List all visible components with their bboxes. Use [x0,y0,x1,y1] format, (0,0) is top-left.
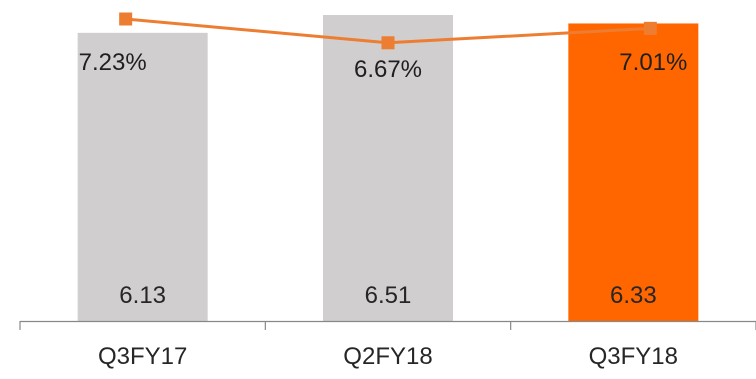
bar-q3fy18 [568,23,699,322]
line-value-label: 7.23% [79,49,147,76]
bar-value-label: 6.51 [365,282,412,309]
x-tick-label: Q3FY18 [589,343,678,370]
x-tick-label: Q2FY18 [343,343,432,370]
data-labels: 6.13 6.51 6.33 7.23% 6.67% 7.01% [79,49,688,309]
bar-q2fy18 [323,15,453,321]
line-value-label: 7.01% [619,49,687,76]
bar-series [77,15,699,322]
bar-value-label: 6.33 [610,282,657,309]
line-series [119,12,657,50]
line-marker [381,36,395,50]
bar-q3fy17 [77,32,208,321]
line-marker [643,21,657,35]
x-axis: Q3FY17 Q2FY18 Q3FY18 [19,320,756,370]
line-value-label: 6.67% [354,56,422,83]
line-marker [119,12,133,26]
x-tick-label: Q3FY17 [98,343,187,370]
bar-value-label: 6.13 [119,282,166,309]
